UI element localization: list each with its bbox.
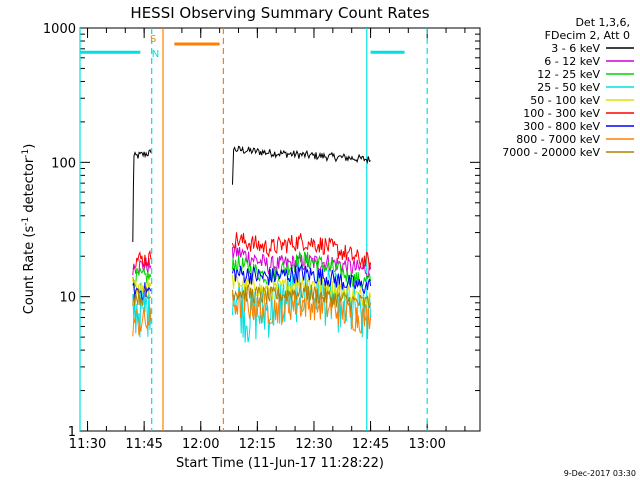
legend-entry-label: 3 - 6 keV bbox=[551, 42, 600, 55]
x-tick-label: 12:45 bbox=[352, 437, 389, 452]
legend-header-line: FDecim 2, Att 0 bbox=[545, 29, 630, 42]
x-tick-label: 12:00 bbox=[182, 437, 219, 452]
series-line-3 bbox=[132, 282, 152, 338]
footer-timestamp: 9-Dec-2017 03:30 bbox=[564, 469, 636, 478]
annotation-label: N bbox=[152, 49, 159, 60]
legend-entry-label: 300 - 800 keV bbox=[523, 120, 600, 133]
series-lines bbox=[132, 145, 372, 343]
series-line-8 bbox=[132, 287, 152, 306]
series-line-6 bbox=[132, 282, 152, 301]
x-tick-label: 11:30 bbox=[69, 437, 106, 452]
legend-header-line: Det 1,3,6, bbox=[575, 16, 630, 29]
y-label-sup2: -1 bbox=[21, 149, 31, 158]
x-tick-label: 13:00 bbox=[408, 437, 445, 452]
legend-entry-label: 100 - 300 keV bbox=[523, 107, 600, 120]
legend-entry-label: 800 - 7000 keV bbox=[516, 133, 600, 146]
annotations: SN bbox=[150, 34, 159, 60]
annotation-label: S bbox=[150, 34, 156, 45]
series-line-0 bbox=[232, 145, 371, 185]
series-line-5 bbox=[232, 232, 372, 271]
legend-entry-label: 7000 - 20000 keV bbox=[502, 146, 600, 159]
series-line-8 bbox=[232, 282, 372, 313]
legend-entry-label: 12 - 25 keV bbox=[537, 68, 600, 81]
y-tick-label: 1 bbox=[68, 425, 76, 440]
saa-intervals bbox=[79, 28, 428, 431]
series-line-0 bbox=[132, 149, 152, 243]
legend-entry-label: 25 - 50 keV bbox=[537, 81, 600, 94]
y-tick-label: 100 bbox=[51, 156, 76, 171]
x-tick-label: 11:45 bbox=[125, 437, 162, 452]
y-tick-label: 10 bbox=[59, 291, 76, 306]
series-line-5 bbox=[132, 249, 152, 270]
x-tick-label: 12:30 bbox=[295, 437, 332, 452]
y-label-mid: detector bbox=[22, 157, 37, 217]
y-tick-label: 1000 bbox=[43, 22, 76, 37]
chart-title: HESSI Observing Summary Count Rates bbox=[130, 4, 429, 22]
y-label-main: Count Rate (s bbox=[22, 226, 37, 315]
axis-ticks: 1 10 100 1000 11:30 11:45 12:00 12:15 12:30 12:45… bbox=[43, 22, 480, 452]
legend-entry-label: 50 - 100 keV bbox=[530, 94, 600, 107]
plot-frame bbox=[79, 27, 481, 432]
x-axis-label: Start Time (11-Jun-17 11:28:22) bbox=[176, 456, 384, 471]
y-axis-label: Count Rate (s-1 detector-1) bbox=[21, 144, 37, 315]
legend-entry-label: 6 - 12 keV bbox=[544, 55, 600, 68]
y-label-end: ) bbox=[22, 144, 37, 149]
series-line-7 bbox=[132, 306, 152, 337]
x-tick-label: 12:15 bbox=[239, 437, 276, 452]
series-line-4 bbox=[132, 277, 152, 295]
series-line-6 bbox=[232, 263, 372, 295]
y-label-sup1: -1 bbox=[21, 217, 31, 226]
